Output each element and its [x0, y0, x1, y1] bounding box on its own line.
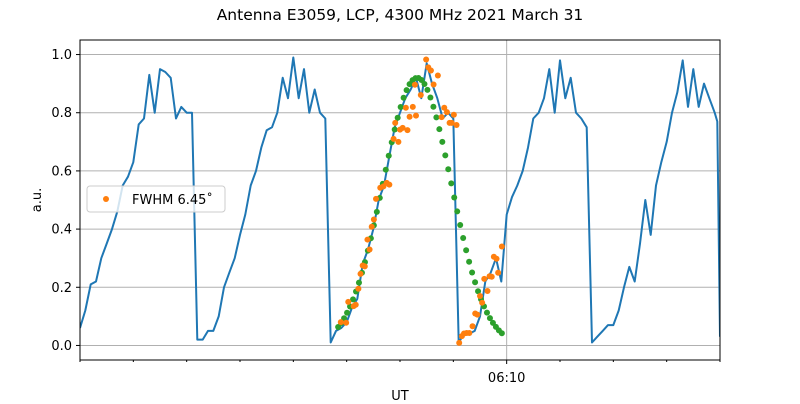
fit-point — [448, 180, 455, 187]
fit-point — [442, 152, 449, 159]
data-point — [392, 119, 399, 126]
data-point — [427, 67, 434, 74]
legend-marker-orange — [103, 196, 109, 202]
data-point — [361, 263, 368, 270]
fit-point — [350, 296, 357, 303]
data-point — [448, 119, 455, 126]
fit-point — [397, 104, 404, 111]
data-point — [438, 114, 445, 121]
fit-point — [341, 315, 348, 322]
legend-box — [86, 185, 226, 213]
data-point — [345, 298, 352, 305]
data-point — [409, 103, 416, 110]
fit-point — [436, 126, 443, 133]
fit-point — [486, 315, 493, 322]
fit-point — [460, 234, 467, 241]
fit-point — [498, 330, 505, 337]
fit-point — [472, 279, 479, 286]
data-point — [434, 72, 441, 79]
axis-ticks: 0.0 0.2 0.4 0.6 0.8 1.0 06:10 — [51, 48, 721, 386]
data-point — [474, 311, 481, 318]
fit-point — [394, 114, 401, 121]
data-point — [469, 323, 476, 330]
fit-point — [439, 138, 446, 145]
data-point — [488, 273, 495, 280]
data-point — [343, 319, 350, 326]
data-point — [430, 81, 437, 88]
data-point — [404, 127, 411, 134]
fit-point — [475, 288, 482, 295]
y-tick-label: 1.0 — [51, 48, 72, 63]
data-point — [337, 319, 344, 326]
fit-point — [466, 258, 473, 265]
legend: FWHM 6.45˚ — [86, 185, 226, 213]
fit-point — [463, 247, 470, 254]
fit-point — [373, 208, 380, 215]
data-point — [484, 288, 491, 295]
data-point — [373, 195, 379, 202]
data-point — [411, 81, 418, 88]
y-tick-label: 0.0 — [51, 339, 72, 354]
data-point — [498, 243, 505, 250]
series-group — [80, 56, 720, 346]
data-point — [481, 275, 488, 282]
data-point — [443, 109, 450, 116]
fit-point — [427, 94, 434, 101]
data-point — [352, 301, 359, 308]
data-point — [406, 113, 413, 120]
fit-point — [445, 166, 452, 173]
data-point — [423, 56, 430, 63]
fit-point — [400, 94, 407, 101]
data-point — [417, 91, 424, 98]
y-tick-label: 0.6 — [51, 164, 72, 179]
data-point — [355, 285, 362, 292]
data-point — [370, 216, 377, 223]
fit-point — [483, 309, 490, 316]
fit-point — [457, 221, 464, 228]
data-point — [441, 104, 448, 111]
y-tick-label: 0.8 — [51, 106, 72, 121]
data-point — [386, 181, 393, 188]
data-point — [390, 135, 397, 142]
fit-point — [430, 103, 437, 110]
data-point — [456, 339, 463, 346]
data-point — [466, 329, 473, 336]
data-point — [450, 111, 457, 118]
data-point — [477, 293, 483, 299]
fit-point — [469, 269, 476, 276]
fit-point — [451, 194, 458, 201]
data-point — [366, 246, 373, 253]
fit-point — [433, 114, 440, 121]
data-point — [413, 112, 419, 119]
data-point — [402, 104, 409, 111]
legend-label: FWHM 6.45˚ — [132, 192, 213, 208]
x-tick-label: 06:10 — [488, 371, 525, 386]
data-point — [453, 121, 460, 128]
data-point — [368, 223, 375, 230]
data-point — [395, 138, 402, 145]
chart-title: Antenna E3059, LCP, 4300 MHz 2021 March … — [217, 6, 584, 24]
fit-point — [421, 81, 428, 88]
data-point — [479, 299, 486, 306]
fit-point — [385, 152, 392, 159]
fit-point — [403, 87, 410, 94]
fit-point — [454, 208, 461, 215]
y-tick-label: 0.2 — [51, 281, 72, 296]
fit-point — [355, 279, 362, 286]
data-point — [357, 270, 364, 277]
fit-point — [382, 166, 389, 173]
plot-area — [80, 56, 720, 346]
data-point — [364, 236, 371, 243]
fit-point — [391, 126, 398, 133]
data-point — [495, 269, 502, 276]
fit-point — [344, 309, 351, 316]
y-tick-label: 0.4 — [51, 223, 72, 238]
fit-point — [424, 86, 431, 93]
y-axis-label: a.u. — [30, 188, 45, 212]
data-point — [399, 124, 406, 131]
x-axis-label: UT — [391, 389, 409, 400]
data-point — [493, 255, 500, 262]
